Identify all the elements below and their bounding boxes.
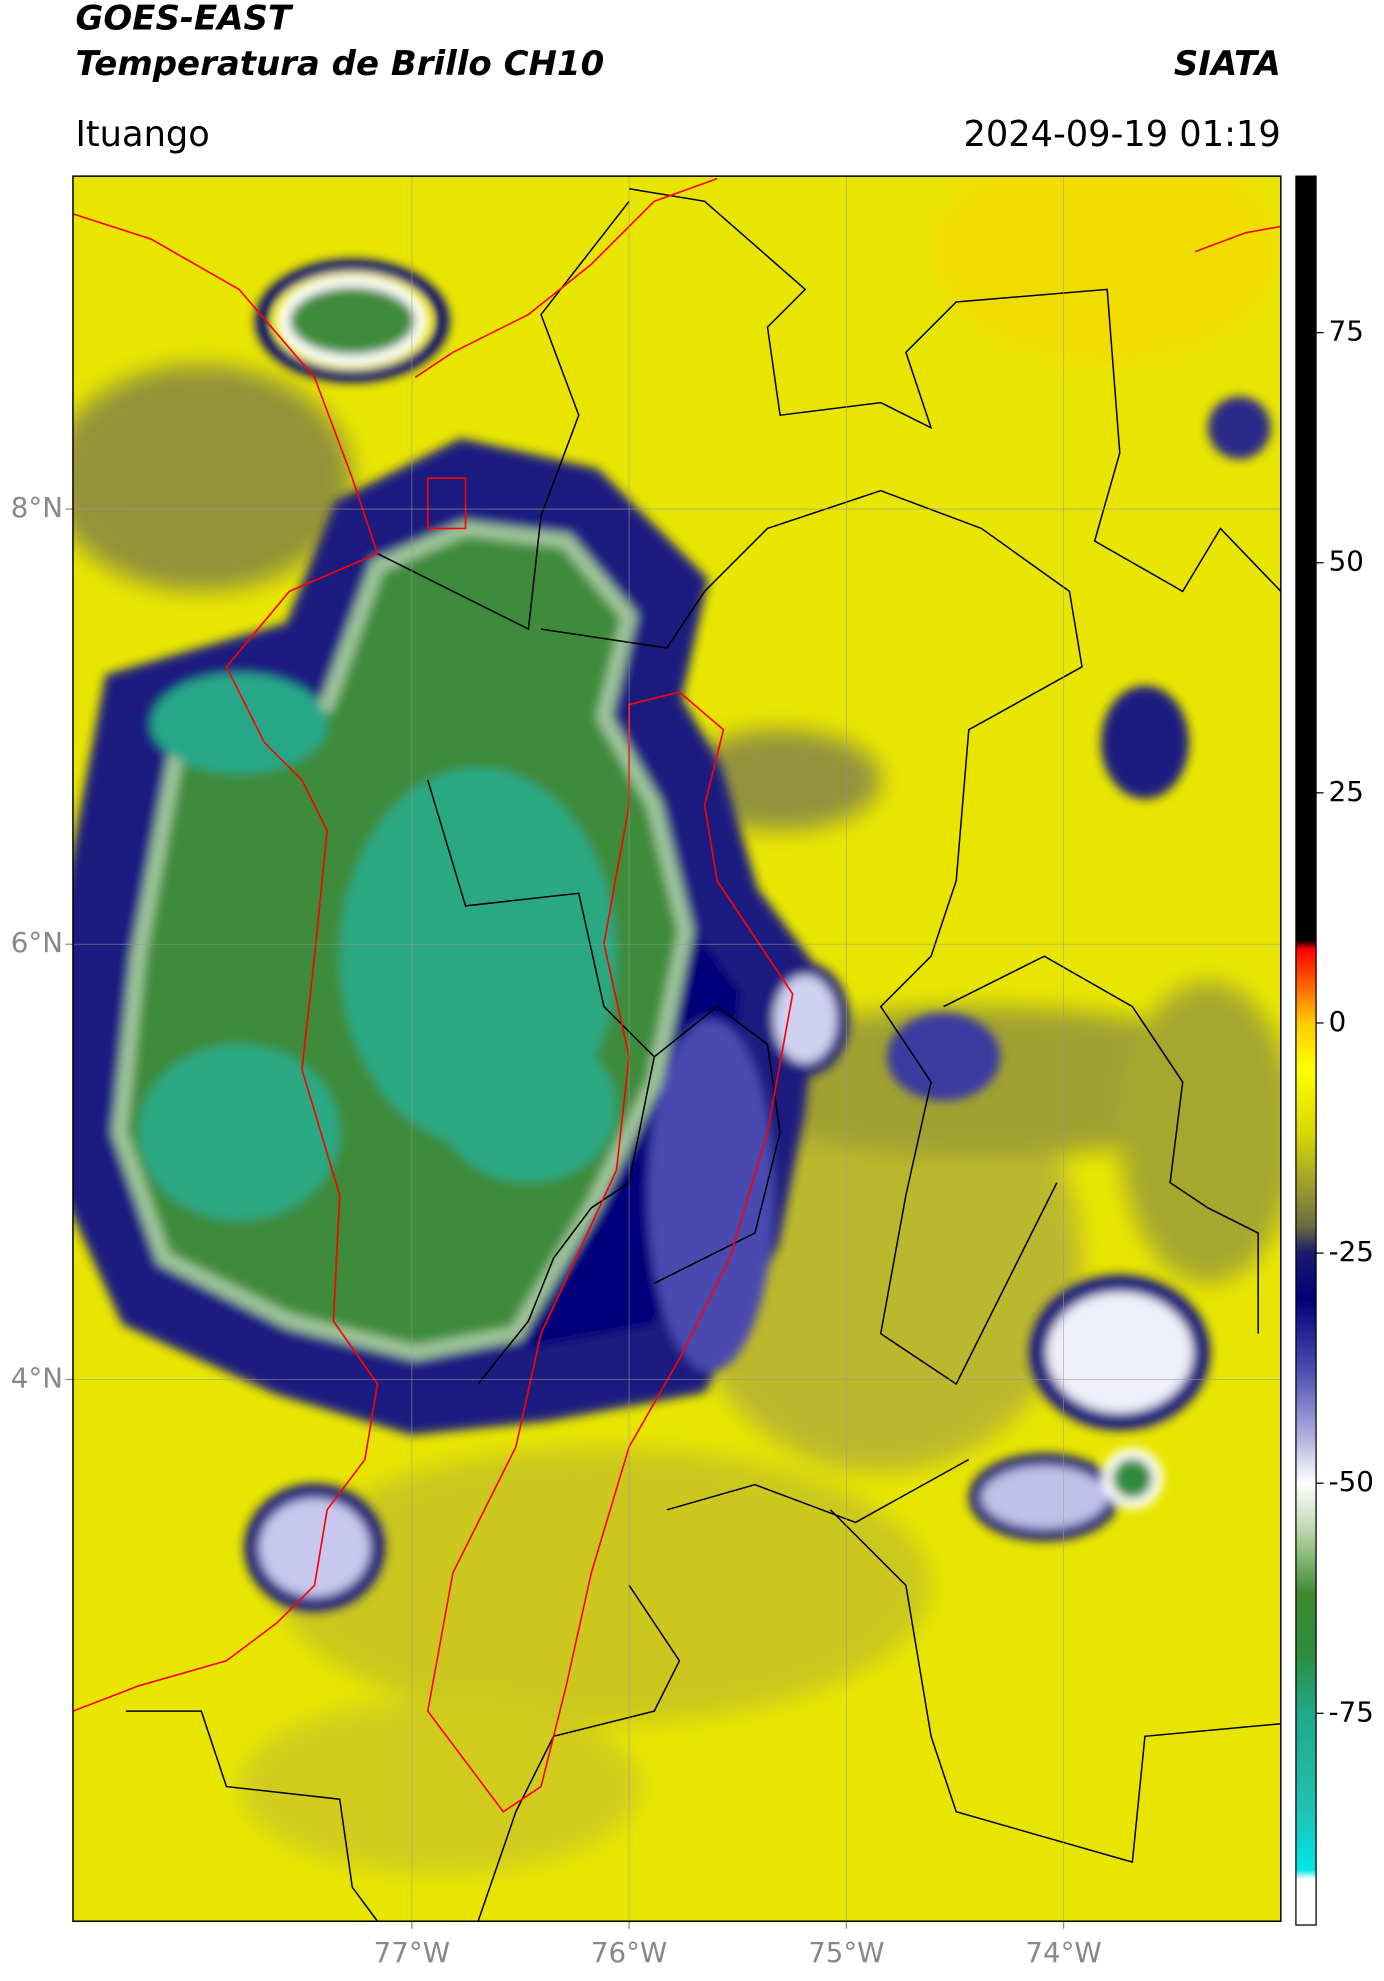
x-tick-label: 76°W	[591, 1936, 667, 1969]
y-tick-label: 6°N	[11, 926, 63, 959]
map-grid: 77°W 76°W 75°W 74°W 8°N 6°N 4°N	[11, 176, 1281, 1969]
title: GOES-EAST	[75, 0, 293, 39]
location: Ituango	[75, 114, 209, 155]
source: SIATA	[1174, 44, 1281, 84]
colorbar-tick-label: 0	[1329, 1005, 1347, 1038]
colorbar-tick-label: -50	[1329, 1465, 1374, 1498]
colorbar-tick-label: 50	[1329, 545, 1364, 578]
datetime: 2024-09-19 01:19	[963, 114, 1280, 155]
map-frame	[72, 175, 1282, 1922]
colorbar-tick-label: 75	[1329, 315, 1364, 348]
colorbar: 75 50 25 0 -25 -50 -75	[1295, 175, 1374, 1926]
subtitle: Temperatura de Brillo CH10	[75, 44, 604, 84]
x-tick-label: 75°W	[808, 1936, 884, 1969]
y-tick-label: 8°N	[11, 491, 63, 524]
colorbar-scale	[1295, 175, 1317, 1926]
x-tick-label: 74°W	[1025, 1936, 1101, 1969]
x-tick-label: 77°W	[374, 1936, 450, 1969]
colorbar-tick-label: -25	[1329, 1235, 1374, 1268]
colorbar-tick-label: 25	[1329, 775, 1364, 808]
y-tick-label: 4°N	[11, 1361, 63, 1394]
colorbar-tick-label: -75	[1329, 1695, 1374, 1728]
map-image	[72, 176, 1281, 1922]
